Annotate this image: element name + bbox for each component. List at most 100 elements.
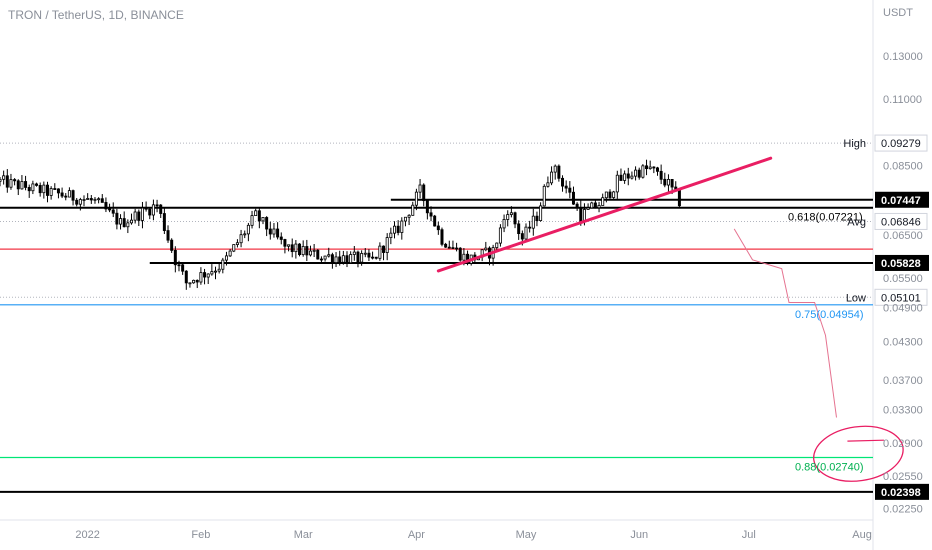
- candle-body-169: [615, 174, 619, 193]
- level-badge-0: [875, 191, 929, 208]
- candle-body-82: [298, 243, 302, 256]
- candle-body-112: [407, 214, 411, 218]
- candle-body-77: [279, 236, 283, 240]
- candle-body-84: [305, 246, 309, 256]
- y-tick-1: 0.11000: [883, 94, 922, 106]
- candle-body-107: [389, 232, 393, 239]
- candle-body-25: [89, 198, 93, 201]
- candle-body-73: [265, 217, 269, 230]
- candle-body-162: [590, 202, 594, 209]
- candle-body-61: [221, 259, 225, 270]
- candle-body-103: [374, 256, 378, 259]
- candle-body-158: [575, 203, 579, 208]
- candle-body-149: [542, 185, 546, 207]
- candle-body-108: [392, 225, 396, 234]
- candle-body-159: [579, 207, 583, 223]
- candle-body-56: [203, 272, 207, 278]
- candle-body-80: [290, 244, 294, 253]
- candle-body-163: [593, 202, 597, 209]
- candle-body-137: [498, 227, 502, 244]
- candle-body-92: [334, 256, 338, 263]
- candle-body-71: [257, 210, 261, 222]
- candle-body-155: [564, 185, 568, 189]
- candle-body-100: [363, 252, 367, 255]
- candle-body-178: [648, 166, 652, 170]
- candle-body-142: [517, 223, 521, 235]
- candle-body-105: [382, 245, 386, 253]
- candle-body-114: [414, 191, 418, 206]
- candle-body-42: [151, 204, 155, 216]
- candle-body-154: [561, 177, 565, 187]
- candle-body-96: [349, 254, 353, 264]
- candle-body-23: [82, 199, 86, 201]
- candle-body-83: [301, 246, 305, 256]
- fib-label-0: 0.618(0.07221): [788, 212, 863, 224]
- candle-body-86: [312, 249, 316, 252]
- candle-body-94: [341, 255, 345, 263]
- candle-body-111: [403, 216, 407, 222]
- candle-body-76: [276, 228, 280, 238]
- y-tick-7: 0.03700: [883, 375, 923, 387]
- candle-body-153: [557, 165, 561, 179]
- candle-body-10: [35, 183, 39, 186]
- candle-body-139: [506, 214, 510, 220]
- candle-body-165: [601, 197, 605, 206]
- stat-badge-avg: [874, 212, 928, 230]
- candle-body-113: [411, 204, 415, 216]
- candle-body-79: [287, 244, 291, 247]
- candle-body-161: [586, 207, 590, 210]
- candle-body-173: [630, 175, 634, 179]
- candle-body-53: [192, 279, 196, 284]
- candle-body-81: [294, 243, 298, 253]
- candle-body-174: [634, 169, 638, 177]
- candle-body-54: [195, 279, 199, 283]
- candle-body-40: [144, 207, 148, 210]
- candle-body-101: [367, 252, 371, 258]
- candle-body-74: [268, 228, 272, 235]
- candle-body-120: [436, 225, 440, 231]
- candle-body-117: [425, 200, 429, 214]
- candle-body-5: [16, 180, 20, 190]
- candle-body-121: [440, 229, 444, 245]
- x-tick-0: 2022: [75, 529, 99, 541]
- x-tick-3: Apr: [408, 529, 425, 541]
- candle-body-66: [239, 234, 243, 244]
- candle-body-89: [323, 255, 327, 260]
- candle-body-144: [524, 226, 528, 240]
- candle-body-110: [400, 220, 404, 233]
- candle-body-123: [447, 246, 451, 249]
- candle-body-59: [214, 270, 218, 273]
- candle-body-147: [535, 215, 539, 222]
- candle-body-168: [612, 191, 616, 198]
- candle-body-87: [316, 249, 320, 260]
- candle-body-60: [217, 268, 221, 272]
- candle-body-38: [137, 211, 141, 221]
- y-tick-0: 0.13000: [883, 51, 923, 63]
- candle-body-62: [224, 255, 228, 261]
- candle-body-52: [188, 282, 192, 285]
- candle-body-55: [199, 272, 203, 283]
- x-tick-1: Feb: [191, 529, 210, 541]
- candle-body-4: [13, 179, 17, 182]
- candle-body-33: [119, 218, 123, 225]
- candle-body-125: [455, 247, 459, 250]
- x-tick-2: Mar: [294, 529, 313, 541]
- level-price-label-0: 0.07447: [881, 195, 921, 207]
- candle-body-118: [429, 212, 433, 217]
- y-tick-10: 0.02550: [883, 471, 923, 483]
- candle-body-22: [78, 199, 82, 205]
- candle-body-41: [148, 208, 152, 216]
- level-price-label-2: 0.02398: [881, 487, 921, 499]
- y-tick-11: 0.02250: [883, 503, 923, 515]
- candle-body-2: [5, 175, 9, 188]
- y-axis-unit: USDT: [883, 7, 913, 19]
- candle-body-182: [663, 178, 667, 186]
- candle-body-46: [166, 230, 170, 241]
- stat-badge-low: [874, 288, 928, 306]
- candle-body-58: [210, 271, 214, 275]
- candle-body-93: [338, 256, 342, 263]
- candle-body-32: [115, 212, 119, 225]
- candle-body-17: [60, 192, 64, 197]
- trendline: [436, 156, 773, 273]
